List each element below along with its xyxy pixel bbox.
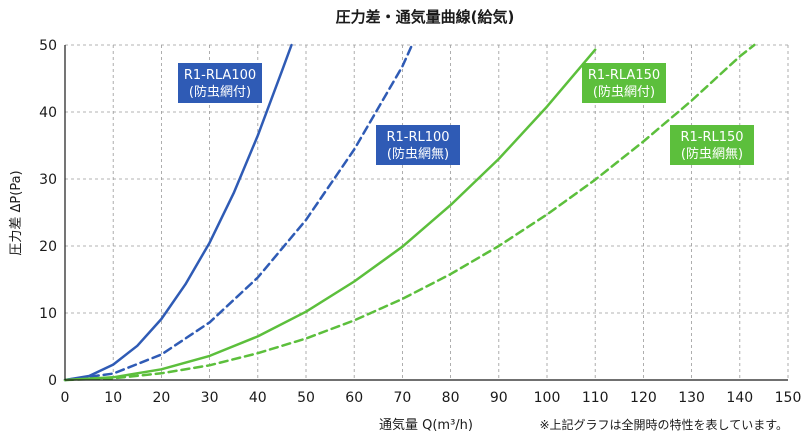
x-tick-label: 150 [775, 390, 802, 406]
series-label-text: (防虫網無) [681, 146, 743, 162]
x-tick-label: 110 [582, 390, 609, 406]
x-tick-label: 140 [726, 390, 753, 406]
series-label-box [376, 125, 460, 165]
x-tick-label: 10 [104, 390, 122, 406]
series-label-0: R1-RLA100(防虫網付) [178, 63, 262, 103]
series-line-2 [63, 48, 597, 382]
series-label-text: R1-RL100 [386, 130, 449, 145]
axes [64, 45, 788, 381]
y-tick-label: 20 [39, 239, 57, 255]
x-tick-label: 60 [345, 390, 363, 406]
series-lines [63, 43, 756, 382]
series-line-1 [63, 43, 414, 382]
series-label-text: (防虫網付) [189, 84, 251, 100]
x-tick-label: 100 [534, 390, 561, 406]
grid [65, 44, 789, 380]
series-label-box [582, 63, 666, 103]
y-tick-label: 0 [48, 373, 57, 389]
x-tick-label: 0 [61, 390, 70, 406]
series-label-text: (防虫網無) [387, 146, 449, 162]
series-label-box [670, 125, 754, 165]
series-label-text: R1-RLA150 [588, 68, 660, 83]
x-tick-label: 50 [297, 390, 315, 406]
x-tick-label: 30 [201, 390, 219, 406]
y-tick-label: 10 [39, 306, 57, 322]
y-tick-label: 30 [39, 172, 57, 188]
series-label-box [178, 63, 262, 103]
series-line-0 [63, 43, 293, 382]
series-labels: R1-RLA100(防虫網付)R1-RL100(防虫網無)R1-RLA150(防… [178, 63, 754, 165]
series-label-text: R1-RL150 [680, 130, 743, 145]
series-label-3: R1-RL150(防虫網無) [670, 125, 754, 165]
series-line-3 [63, 43, 756, 382]
x-tick-label: 80 [442, 390, 460, 406]
series-label-2: R1-RLA150(防虫網付) [582, 63, 666, 103]
x-tick-label: 40 [249, 390, 267, 406]
series-label-text: (防虫網付) [593, 84, 655, 100]
x-tick-label: 20 [152, 390, 170, 406]
x-tick-labels: 0 10 20 30 40 50 60 70 80 90 100 110 120 130 140 150 [61, 390, 802, 406]
y-axis-label: 圧力差 ΔP(Pa) [9, 170, 24, 255]
x-tick-label: 90 [490, 390, 508, 406]
series-label-text: R1-RLA100 [184, 68, 256, 83]
series-label-1: R1-RL100(防虫網無) [376, 125, 460, 165]
x-tick-label: 130 [678, 390, 705, 406]
x-tick-label: 70 [393, 390, 411, 406]
y-tick-label: 50 [39, 38, 57, 54]
y-tick-label: 40 [39, 105, 57, 121]
chart-note: ※上記グラフは全開時の特性を表しています。 [540, 417, 789, 432]
x-axis-label: 通気量 Q(m³/h) [379, 417, 473, 433]
chart-title: 圧力差・通気量曲線(給気) [336, 8, 515, 26]
y-tick-labels: 0 10 20 30 40 50 [39, 38, 57, 389]
x-tick-label: 120 [630, 390, 657, 406]
